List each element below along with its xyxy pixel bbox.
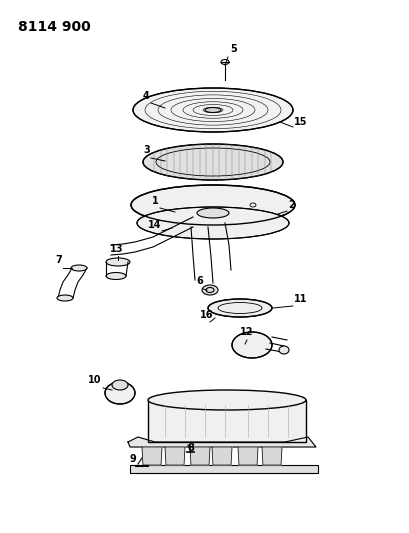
Text: 5: 5 [229, 44, 236, 54]
Ellipse shape [143, 144, 282, 180]
Text: 8114 900: 8114 900 [18, 20, 90, 34]
Ellipse shape [278, 346, 288, 354]
Text: 12: 12 [239, 327, 253, 337]
Polygon shape [237, 447, 257, 465]
Polygon shape [211, 447, 231, 465]
Polygon shape [142, 447, 162, 465]
Polygon shape [128, 437, 315, 447]
Text: 2: 2 [287, 200, 294, 210]
Ellipse shape [137, 207, 288, 239]
Ellipse shape [71, 265, 87, 271]
Polygon shape [261, 447, 281, 465]
Ellipse shape [196, 208, 229, 218]
Text: 8: 8 [187, 443, 193, 453]
Text: 14: 14 [148, 220, 161, 230]
Text: 11: 11 [293, 294, 307, 304]
Polygon shape [189, 447, 209, 465]
Ellipse shape [131, 185, 294, 225]
Ellipse shape [148, 390, 305, 410]
Ellipse shape [231, 332, 271, 358]
Ellipse shape [207, 299, 271, 317]
Text: 1: 1 [152, 196, 158, 206]
Polygon shape [164, 447, 184, 465]
Ellipse shape [204, 108, 220, 112]
Text: 6: 6 [196, 276, 202, 286]
Text: 4: 4 [143, 91, 149, 101]
Ellipse shape [57, 295, 73, 301]
Text: 16: 16 [200, 310, 213, 320]
Ellipse shape [133, 88, 292, 132]
Ellipse shape [105, 382, 135, 404]
Bar [130, 465, 317, 473]
Bar [148, 400, 305, 442]
Text: 13: 13 [110, 244, 123, 254]
Ellipse shape [112, 380, 128, 390]
Text: 7: 7 [55, 255, 62, 265]
Ellipse shape [202, 285, 218, 295]
Text: 3: 3 [143, 145, 149, 155]
Text: 9: 9 [130, 454, 137, 464]
Text: 10: 10 [88, 375, 101, 385]
Ellipse shape [106, 258, 130, 266]
Text: 15: 15 [293, 117, 307, 127]
Ellipse shape [106, 272, 126, 279]
